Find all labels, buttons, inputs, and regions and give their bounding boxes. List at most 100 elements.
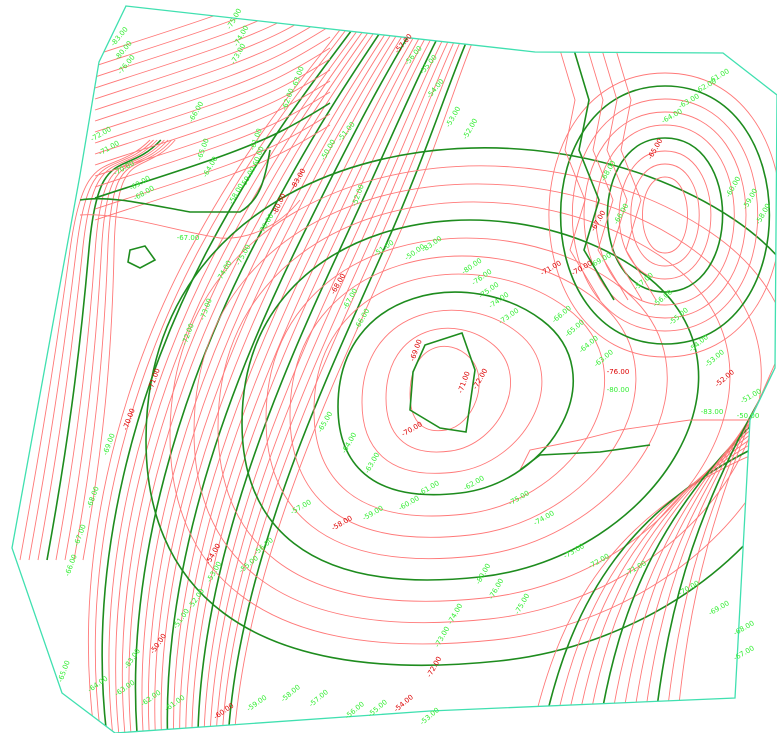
- contour-line: [221, 6, 486, 733]
- contour-line: [160, 6, 431, 733]
- contour-line: [574, 406, 777, 733]
- contour-elevation-label: -72.00: [425, 655, 443, 679]
- contour-line: [88, 6, 371, 733]
- contour-line: [203, 6, 470, 733]
- contour-line: [94, 14, 331, 111]
- contour-line: [37, 139, 158, 561]
- contour-line: [385, 327, 511, 453]
- contour-line: [154, 6, 426, 733]
- contour-elevation-label: -63.00: [363, 451, 381, 475]
- contour-elevation-label: -61.00: [707, 67, 731, 85]
- contour-elevation-label: -70.00: [400, 420, 424, 438]
- contour-elevation-label: -64.00: [577, 334, 599, 355]
- contour-elevation-label: -59.00: [361, 504, 385, 522]
- contour-line: [601, 49, 643, 301]
- index-contour-line: [134, 6, 410, 733]
- contour-elevation-label: -71.00: [147, 367, 162, 391]
- contour-line: [115, 6, 393, 733]
- contour-elevation-label: -62.00: [462, 474, 486, 492]
- contour-elevation-label: -55.00: [366, 698, 388, 719]
- contour-line: [94, 80, 331, 177]
- contour-elevation-label: -53.00: [444, 105, 462, 129]
- contour-elevation-label: -76.00: [487, 577, 505, 601]
- contour-line: [559, 49, 601, 301]
- contour-line: [630, 163, 700, 267]
- contour-elevation-label: -80.00: [271, 192, 288, 216]
- contour-line: [551, 422, 777, 733]
- contour-line: [94, 91, 331, 188]
- contour-elevation-label: -60.00: [397, 494, 421, 512]
- contour-line: [28, 139, 154, 561]
- contour-line: [361, 309, 543, 474]
- contour-elevation-label: -61.00: [163, 694, 186, 714]
- contour-elevation-label: -73.00: [433, 625, 451, 649]
- index-contour-line: [166, 6, 437, 733]
- contour-line: [675, 330, 777, 733]
- contour-line: [185, 6, 453, 733]
- contour-line: [193, 183, 762, 624]
- contour-line: [519, 419, 760, 471]
- contour-elevation-label: -58.00: [330, 514, 354, 532]
- contour-line: [289, 255, 637, 538]
- contour-elevation-label: -54.00: [425, 77, 446, 99]
- contour-elevation-label: -55.00: [237, 554, 259, 575]
- contour-elevation-label: -52.00: [187, 587, 207, 610]
- contour-elevation-label: -51.00: [739, 387, 763, 405]
- contour-elevation-label: -50.00: [737, 412, 760, 420]
- contour-line: [583, 111, 747, 319]
- contour-elevation-label: -80.00: [607, 386, 630, 394]
- contour-line: [19, 139, 151, 561]
- contour-line: [548, 72, 777, 358]
- contour-line: [128, 6, 404, 733]
- contour-elevation-label: -71.00: [457, 370, 472, 394]
- index-contour-line: [94, 102, 331, 199]
- contour-line: [215, 6, 481, 733]
- index-contour-line: [519, 444, 651, 471]
- contour-elevation-label: -72.00: [181, 322, 196, 346]
- contour-elevation-label: -83.00: [701, 408, 724, 416]
- contour-elevation-label: -83.00: [123, 647, 143, 670]
- contour-elevation-label: -56.00: [343, 700, 365, 721]
- contour-elevation-label: -65.00: [563, 318, 585, 339]
- contour-elevation-label: -68.00: [86, 485, 101, 509]
- contour-elevation-label: -56.00: [252, 536, 274, 557]
- contour-elevation-label: -69.00: [589, 251, 613, 269]
- contour-line: [642, 176, 688, 254]
- closed-contour-line: [127, 245, 157, 269]
- contour-line: [595, 124, 735, 306]
- contour-line: [179, 6, 448, 733]
- contour-line: [409, 345, 480, 432]
- contour-line: [529, 439, 777, 733]
- contour-line: [265, 237, 668, 560]
- index-contour-line: [606, 137, 724, 293]
- contour-line: [209, 6, 475, 733]
- summit-contour-line: [409, 331, 476, 433]
- contour-line: [82, 139, 176, 561]
- contour-elevation-label: -59.00: [245, 694, 268, 714]
- contour-line: [94, 124, 331, 221]
- contour-elevation-label: -52.00: [461, 117, 479, 141]
- index-contour-line: [241, 219, 700, 581]
- contour-line: [233, 6, 497, 733]
- site-boundary: [11, 5, 777, 733]
- index-contour-line: [337, 291, 574, 496]
- contour-line: [571, 98, 759, 332]
- contour-line: [64, 139, 169, 561]
- contour-elevation-label: -64.00: [86, 675, 109, 695]
- contour-elevation-label: -69.00: [409, 338, 424, 362]
- contour-elevation-label: -83.00: [289, 167, 307, 191]
- contour-lines: [19, 6, 777, 733]
- contour-line: [169, 165, 777, 645]
- contour-line: [94, 69, 331, 166]
- contour-line: [94, 25, 331, 122]
- index-contour-line: [145, 147, 777, 666]
- index-contour-line: [79, 149, 271, 213]
- contour-elevation-label: -73.00: [497, 307, 520, 327]
- contour-elevation-label: -68.00: [732, 619, 756, 637]
- contour-line: [173, 6, 442, 733]
- contour-line: [94, 36, 331, 133]
- contour-elevation-label: -74.00: [215, 259, 233, 283]
- contour-elevation-label: -76.00: [607, 368, 630, 376]
- contour-line: [94, 58, 331, 155]
